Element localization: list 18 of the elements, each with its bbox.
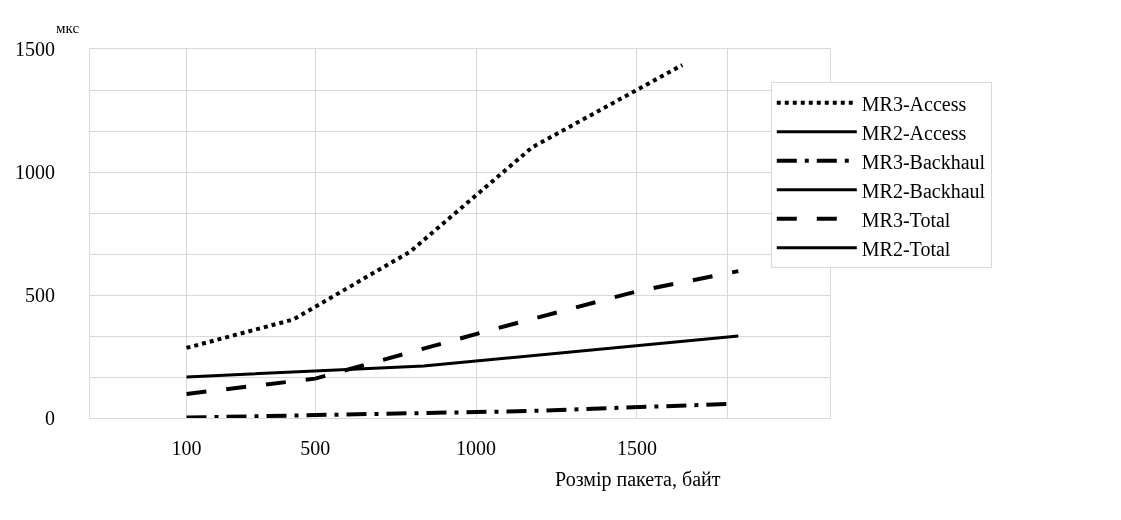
y-axis-title: мкс bbox=[56, 20, 80, 36]
x-axis-title: Розмір пакета, байт bbox=[555, 468, 721, 491]
y-tick-label: 0 bbox=[45, 407, 55, 429]
legend-label: MR3-Access bbox=[861, 92, 967, 115]
x-tick-label: 1000 bbox=[456, 437, 497, 459]
legend-label: MR2-Backhaul bbox=[861, 179, 986, 202]
line-series bbox=[184, 269, 741, 396]
legend-label: MR3-Backhaul bbox=[861, 150, 986, 173]
y-tick-label: 500 bbox=[25, 284, 55, 306]
legend-label: MR2-Total bbox=[861, 237, 951, 260]
x-tick-label: 1500 bbox=[616, 437, 657, 459]
x-tick-label: 100 bbox=[171, 437, 202, 459]
legend-label: MR2-Access bbox=[861, 121, 967, 144]
x-tick-label: 500 bbox=[300, 437, 331, 459]
line-series bbox=[184, 62, 685, 350]
legend-label: MR3-Total bbox=[861, 208, 951, 231]
y-tick-label: 1000 bbox=[15, 161, 55, 183]
y-tick-label: 1500 bbox=[15, 38, 55, 60]
